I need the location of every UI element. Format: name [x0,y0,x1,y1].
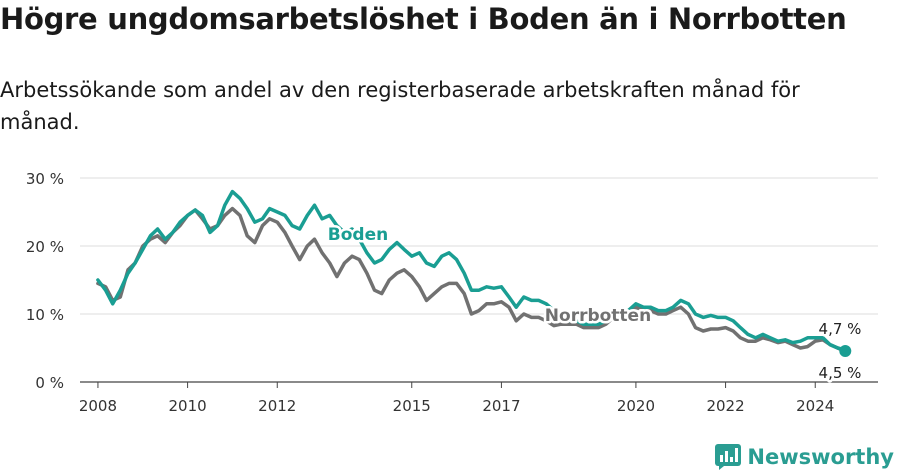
series-group [96,189,852,358]
newsworthy-logo-icon [715,444,742,470]
y-tick-label: 30 % [26,170,64,188]
y-tick-label: 0 % [35,374,64,392]
x-tick-label: 2024 [796,397,834,415]
x-tick-label: 2022 [706,397,744,415]
y-tick-label: 10 % [26,306,64,324]
endpoint-marker [839,345,852,358]
x-tick-label: 2012 [258,397,296,415]
x-tick-label: 2017 [482,397,520,415]
label-boden-halo: Boden [328,225,388,245]
y-tick-label: 20 % [26,238,64,256]
x-tick-label: 2008 [79,397,117,415]
brand-name: Newsworthy [747,445,894,469]
label-norrbotten-halo: Norrbotten [545,306,651,326]
value-label-boden-halo: 4,7 % [819,320,862,338]
grid-lines [80,177,878,315]
value-label-norrbotten-halo: 4,5 % [819,364,862,382]
label-boden: Boden [328,225,388,245]
x-tick-label: 2015 [393,397,431,415]
label-norrbotten: Norrbotten [545,306,651,326]
series-line-boden [96,189,848,352]
chart-title: Högre ungdomsarbetslöshet i Boden än i N… [0,2,847,36]
value-label-boden: 4,7 % [819,320,862,338]
newsworthy-logo: Newsworthy [715,444,894,470]
line-chart: 0 % 10 % 20 % 30 % 2008 2010 2012 2015 2017 2020… [26,170,878,415]
x-tick-label: 2020 [617,397,655,415]
value-label-norrbotten: 4,5 % [819,364,862,382]
x-axis-ticks: 2008 2010 2012 2015 2017 2020 2022 2024 [79,381,878,415]
y-axis-ticks: 0 % 10 % 20 % 30 % [26,170,64,392]
x-tick-label: 2010 [169,397,207,415]
series-line-norrbotten [96,206,848,354]
chart-subtitle: Arbetssökande som andel av den registerb… [0,78,800,134]
